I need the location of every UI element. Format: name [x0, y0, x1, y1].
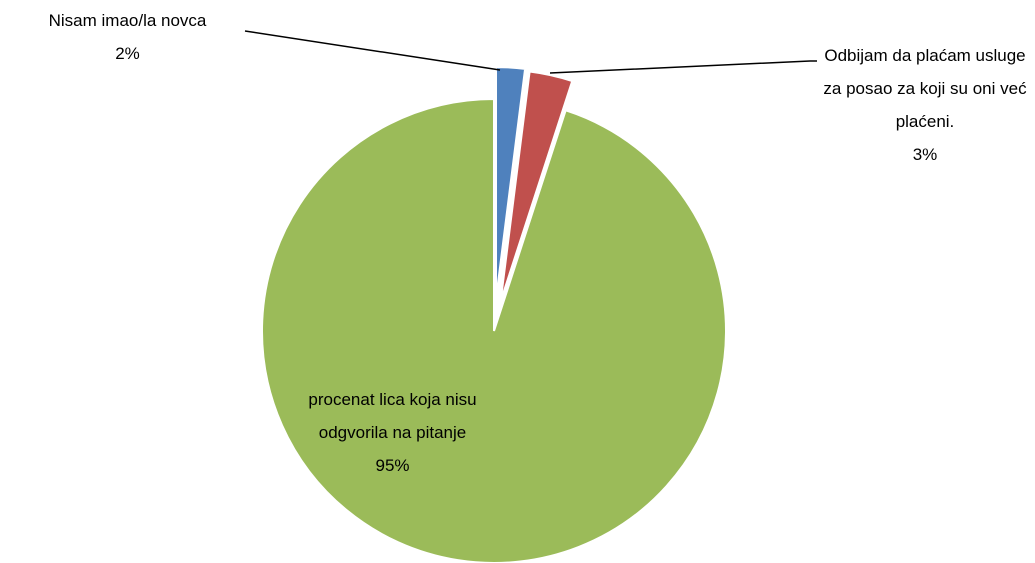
label-text: 95% [375, 456, 410, 475]
pie-slice [499, 70, 574, 303]
pie-slice [261, 97, 727, 563]
data-label: Odbijam da plaćam usluge za posao za koj… [815, 39, 1035, 171]
pie-slice [495, 66, 527, 300]
leader-line [549, 60, 817, 74]
label-text: Nisam imao/la novca [48, 11, 207, 30]
data-label: procenat lica koja nisu odgvorila na pit… [290, 383, 495, 482]
leader-line [244, 30, 501, 71]
label-text: 3% [912, 145, 938, 164]
label-text: 2% [115, 44, 140, 63]
data-label: Nisam imao/la novca 2% [20, 4, 235, 70]
label-text: Odbijam da plaćam usluge za posao za koj… [823, 46, 1027, 131]
label-text: procenat lica koja nisu odgvorila na pit… [308, 390, 477, 442]
